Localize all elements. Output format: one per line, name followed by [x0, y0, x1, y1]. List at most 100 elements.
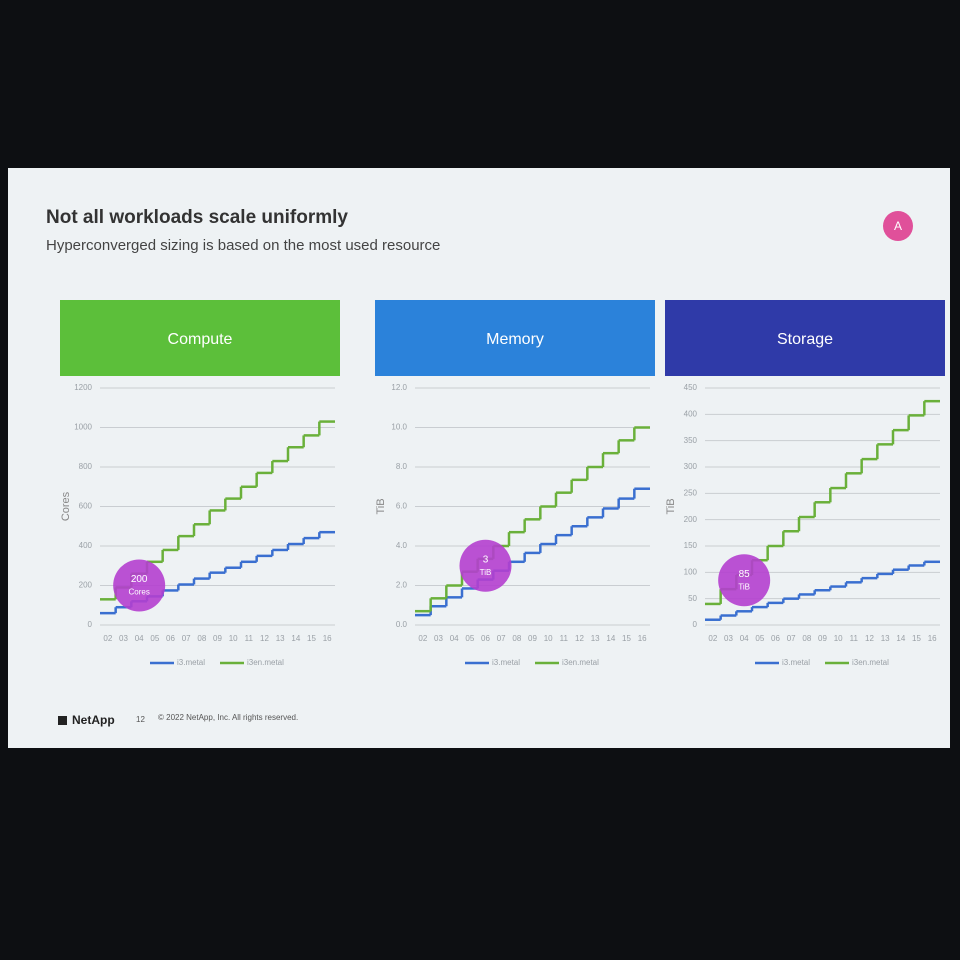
x-tick-label: 05 — [755, 634, 764, 643]
y-axis-label: TiB — [375, 498, 387, 514]
y-tick-label: 1200 — [74, 383, 92, 392]
y-tick-label: 450 — [684, 383, 698, 392]
y-axis-label: TiB — [665, 498, 677, 514]
legend-label: i3.metal — [782, 658, 810, 667]
x-tick-label: 11 — [560, 634, 569, 643]
annotation-value: 3 — [483, 554, 489, 565]
x-tick-label: 02 — [708, 634, 717, 643]
legend-label: i3.metal — [177, 658, 205, 667]
x-tick-label: 09 — [213, 634, 222, 643]
legend-label: i3en.metal — [247, 658, 284, 667]
x-tick-label: 10 — [834, 634, 843, 643]
badge-text: A — [894, 219, 902, 233]
y-tick-label: 6.0 — [396, 502, 408, 511]
annotation-unit: Cores — [128, 588, 149, 597]
annotation-value: 85 — [739, 569, 751, 580]
x-tick-label: 12 — [865, 634, 874, 643]
logo-mark — [58, 716, 67, 725]
slide-title: Not all workloads scale uniformly — [46, 207, 348, 228]
panel-header — [60, 300, 340, 376]
x-tick-label: 11 — [850, 634, 859, 643]
x-tick-label: 13 — [276, 634, 285, 643]
y-tick-label: 0 — [88, 620, 93, 629]
y-tick-label: 350 — [684, 436, 698, 445]
copyright: © 2022 NetApp, Inc. All rights reserved. — [158, 713, 298, 722]
x-tick-label: 14 — [896, 634, 905, 643]
y-tick-label: 8.0 — [396, 462, 408, 471]
x-tick-label: 04 — [450, 634, 459, 643]
y-tick-label: 0.0 — [396, 620, 408, 629]
x-tick-label: 06 — [481, 634, 490, 643]
y-tick-label: 50 — [688, 594, 697, 603]
y-tick-label: 250 — [684, 488, 698, 497]
slide — [8, 168, 950, 748]
y-tick-label: 2.0 — [396, 581, 408, 590]
y-tick-label: 400 — [79, 541, 93, 550]
y-tick-label: 12.0 — [391, 383, 407, 392]
x-tick-label: 03 — [724, 634, 733, 643]
x-tick-label: 04 — [740, 634, 749, 643]
x-tick-label: 08 — [512, 634, 521, 643]
panel-title: Compute — [168, 331, 233, 348]
x-tick-label: 15 — [912, 634, 921, 643]
x-tick-label: 07 — [787, 634, 796, 643]
slide-subtitle: Hyperconverged sizing is based on the mo… — [46, 237, 440, 254]
x-tick-label: 14 — [291, 634, 300, 643]
y-tick-label: 1000 — [74, 423, 92, 432]
annotation-value: 200 — [131, 574, 148, 585]
y-tick-label: 4.0 — [396, 541, 408, 550]
x-tick-label: 14 — [606, 634, 615, 643]
x-tick-label: 16 — [323, 634, 332, 643]
page-number: 12 — [136, 715, 145, 724]
y-tick-label: 800 — [79, 462, 93, 471]
x-tick-label: 12 — [260, 634, 269, 643]
y-tick-label: 150 — [684, 541, 698, 550]
x-tick-label: 10 — [544, 634, 553, 643]
x-tick-label: 11 — [245, 634, 254, 643]
x-tick-label: 06 — [166, 634, 175, 643]
x-tick-label: 06 — [771, 634, 780, 643]
x-tick-label: 02 — [418, 634, 427, 643]
x-tick-label: 09 — [528, 634, 537, 643]
x-tick-label: 02 — [103, 634, 112, 643]
x-tick-label: 07 — [182, 634, 191, 643]
x-tick-label: 09 — [818, 634, 827, 643]
x-tick-label: 12 — [575, 634, 584, 643]
x-tick-label: 13 — [881, 634, 890, 643]
y-axis-label: Cores — [60, 491, 72, 521]
x-tick-label: 03 — [434, 634, 443, 643]
y-tick-label: 600 — [79, 502, 93, 511]
panel-header — [375, 300, 655, 376]
x-tick-label: 05 — [150, 634, 159, 643]
y-tick-label: 10.0 — [391, 423, 407, 432]
x-tick-label: 05 — [465, 634, 474, 643]
y-tick-label: 300 — [684, 462, 698, 471]
y-tick-label: 0 — [693, 620, 698, 629]
x-tick-label: 13 — [591, 634, 600, 643]
y-tick-label: 200 — [79, 581, 93, 590]
legend-label: i3en.metal — [852, 658, 889, 667]
panel-header — [665, 300, 945, 376]
x-tick-label: 10 — [229, 634, 238, 643]
badge — [883, 211, 913, 241]
panel-title: Storage — [777, 331, 833, 348]
y-tick-label: 400 — [684, 409, 698, 418]
panel-title: Memory — [486, 331, 544, 348]
x-tick-label: 08 — [802, 634, 811, 643]
x-tick-label: 15 — [622, 634, 631, 643]
y-tick-label: 200 — [684, 515, 698, 524]
annotation-bubble — [718, 554, 771, 607]
annotation-unit: TiB — [480, 568, 492, 577]
x-tick-label: 15 — [307, 634, 316, 643]
x-tick-label: 07 — [497, 634, 506, 643]
x-tick-label: 16 — [638, 634, 647, 643]
x-tick-label: 03 — [119, 634, 128, 643]
x-tick-label: 08 — [197, 634, 206, 643]
annotation-unit: TiB — [738, 582, 750, 591]
annotation-bubble — [113, 559, 166, 612]
logo: NetApp — [72, 713, 115, 727]
legend-label: i3en.metal — [562, 658, 599, 667]
annotation-bubble — [459, 539, 512, 592]
